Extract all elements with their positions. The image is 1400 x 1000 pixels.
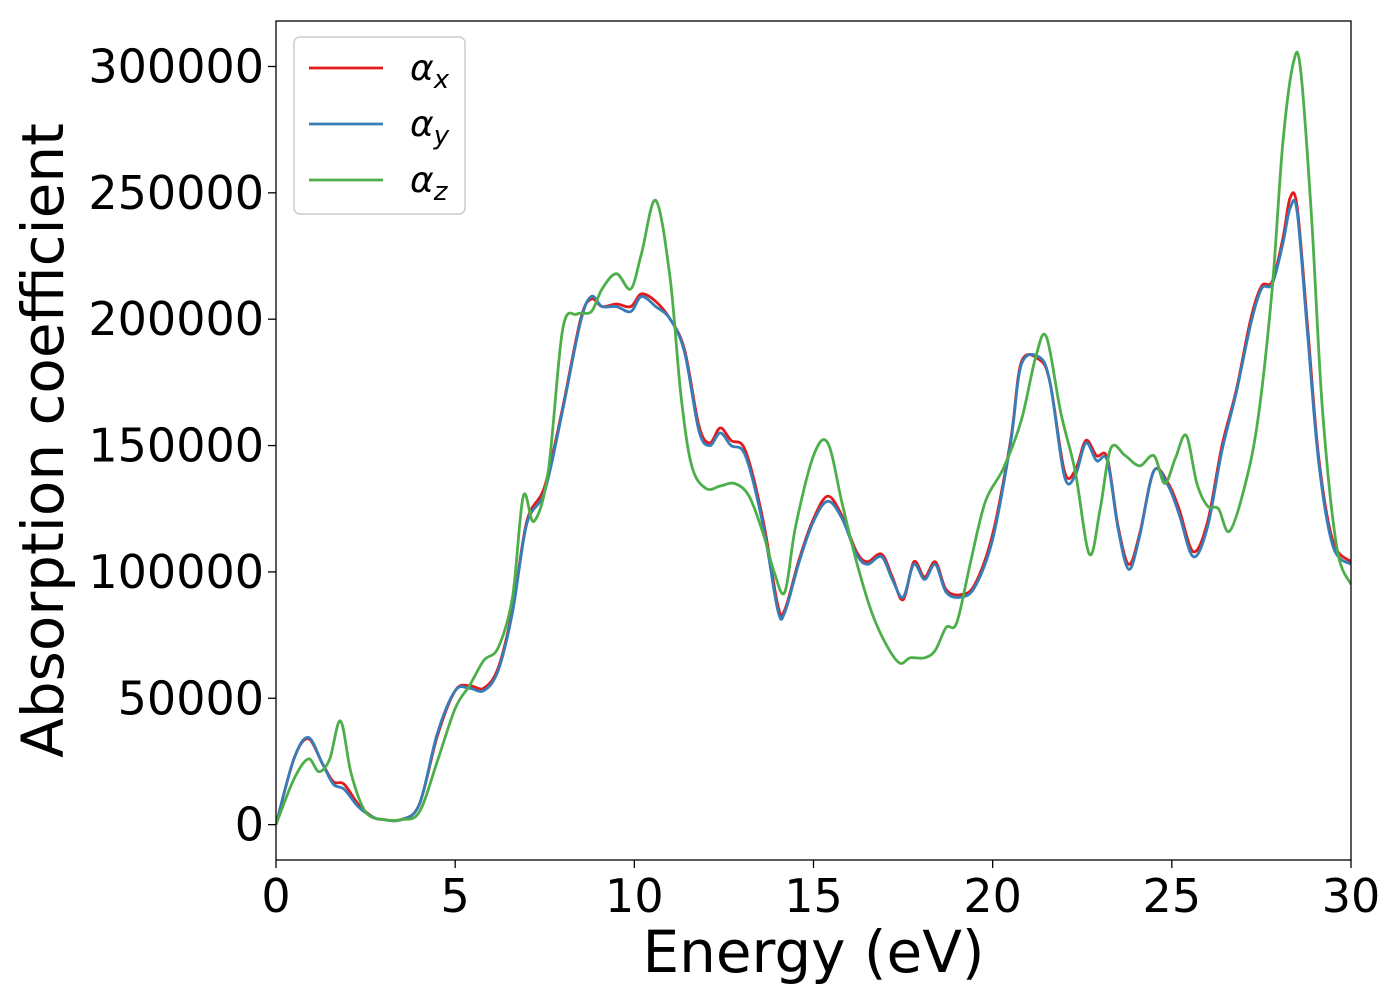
- y-axis-ticks: 0 50000 100000 150000 200000 250000 300000: [88, 39, 276, 852]
- y-tick-label: 0: [235, 798, 264, 852]
- x-tick-label: 0: [261, 869, 290, 923]
- legend-label-alpha-x: αx: [410, 48, 450, 95]
- x-tick-label: 15: [784, 869, 843, 923]
- y-tick-label: 300000: [88, 39, 264, 93]
- y-tick-label: 200000: [88, 292, 264, 346]
- series-line-alpha-y: [276, 199, 1351, 825]
- x-axis-title: Energy (eV): [642, 918, 984, 986]
- legend-box: [293, 36, 466, 215]
- series-line-alpha-z: [276, 50, 1351, 826]
- x-axis-ticks: 0 5 10 15 20 25 30: [261, 860, 1380, 923]
- x-tick-label: 25: [1143, 869, 1202, 923]
- y-tick-label: 250000: [88, 166, 264, 220]
- y-tick-label: 150000: [88, 419, 264, 473]
- legend-label-alpha-z: αz: [410, 160, 449, 207]
- legend: αx αy αz: [293, 36, 466, 215]
- x-tick-label: 30: [1322, 869, 1381, 923]
- y-axis-title: Absorption coefficient: [9, 123, 77, 758]
- x-tick-label: 10: [605, 869, 664, 923]
- x-tick-label: 5: [441, 869, 470, 923]
- y-tick-label: 50000: [118, 671, 264, 725]
- x-tick-label: 20: [963, 869, 1022, 923]
- series-layer: [276, 50, 1351, 826]
- y-tick-label: 100000: [88, 545, 264, 599]
- legend-label-alpha-y: αy: [410, 104, 450, 151]
